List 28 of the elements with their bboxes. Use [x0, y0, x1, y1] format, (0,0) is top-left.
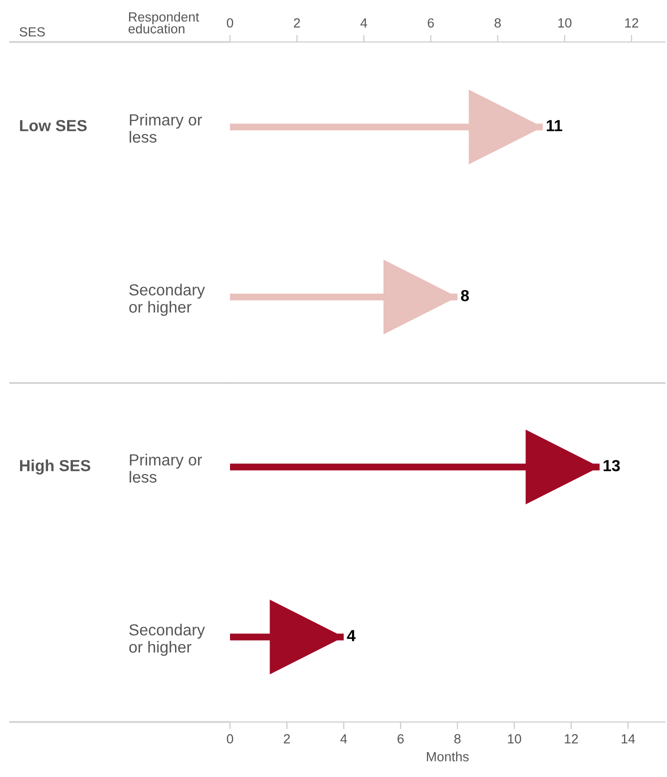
text: Respondent education — [128, 12, 200, 34]
y-tick-label: Secondary or higher — [129, 624, 205, 656]
x2-tick-label: 8 — [494, 18, 501, 28]
x2-tick-label: 2 — [294, 18, 300, 28]
x2-tick-label: 10 — [558, 18, 572, 28]
data-label: 11 — [546, 120, 562, 132]
x2-tick-label: 0 — [226, 18, 234, 28]
y-tick-label: Primary or less — [130, 114, 202, 143]
x2-tick-label: 6 — [428, 18, 434, 28]
data-label: 4 — [347, 630, 356, 642]
text: High SES — [20, 460, 90, 474]
x2-tick-label: 4 — [360, 18, 368, 28]
y-tick-label: Secondary or higher — [129, 284, 205, 316]
x-tick-label: 10 — [508, 734, 522, 744]
text: SES — [20, 27, 45, 37]
y-tick-label: Primary or less — [130, 454, 202, 483]
x-tick-label: 6 — [398, 734, 404, 744]
x-tick-label: 14 — [622, 734, 635, 744]
x-tick-label: 4 — [340, 734, 348, 744]
x-tick-label: 2 — [284, 734, 290, 744]
x-axis-title: Months — [426, 752, 469, 762]
text: Low SES — [20, 120, 87, 132]
x-tick-label: 12 — [564, 734, 578, 744]
x2-tick-label: 12 — [625, 18, 638, 28]
x-tick-label: 0 — [226, 734, 234, 744]
x-tick-label: 8 — [454, 734, 461, 744]
data-label: 13 — [604, 460, 620, 472]
data-label: 8 — [461, 290, 469, 302]
